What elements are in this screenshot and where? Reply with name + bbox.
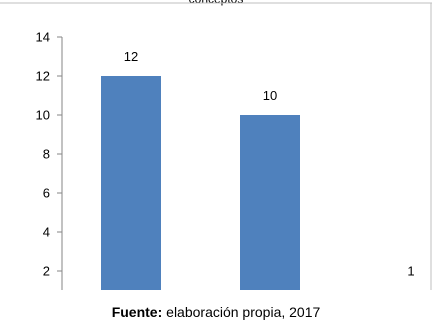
y-tick-label: 10 — [36, 108, 50, 123]
data-label: 1 — [407, 264, 414, 279]
y-tick-label: 14 — [36, 30, 50, 45]
source-text: elaboración propia, 2017 — [166, 304, 321, 320]
y-tick-label: 2 — [43, 264, 50, 279]
source-label: Fuente: — [111, 304, 163, 320]
y-tick-label: 6 — [43, 186, 50, 201]
chart-area: conceptos 0246810121412101 — [0, 0, 432, 290]
bar — [240, 115, 300, 290]
source-caption: Fuente: elaboración propia, 2017 — [0, 304, 432, 320]
y-tick-label: 8 — [43, 147, 50, 162]
data-label: 10 — [263, 88, 277, 103]
y-tick-label: 4 — [43, 225, 50, 240]
bar — [101, 76, 161, 290]
data-label: 12 — [124, 49, 138, 64]
bar-chart: 0246810121412101 — [0, 2, 432, 290]
y-tick-label: 12 — [36, 69, 50, 84]
